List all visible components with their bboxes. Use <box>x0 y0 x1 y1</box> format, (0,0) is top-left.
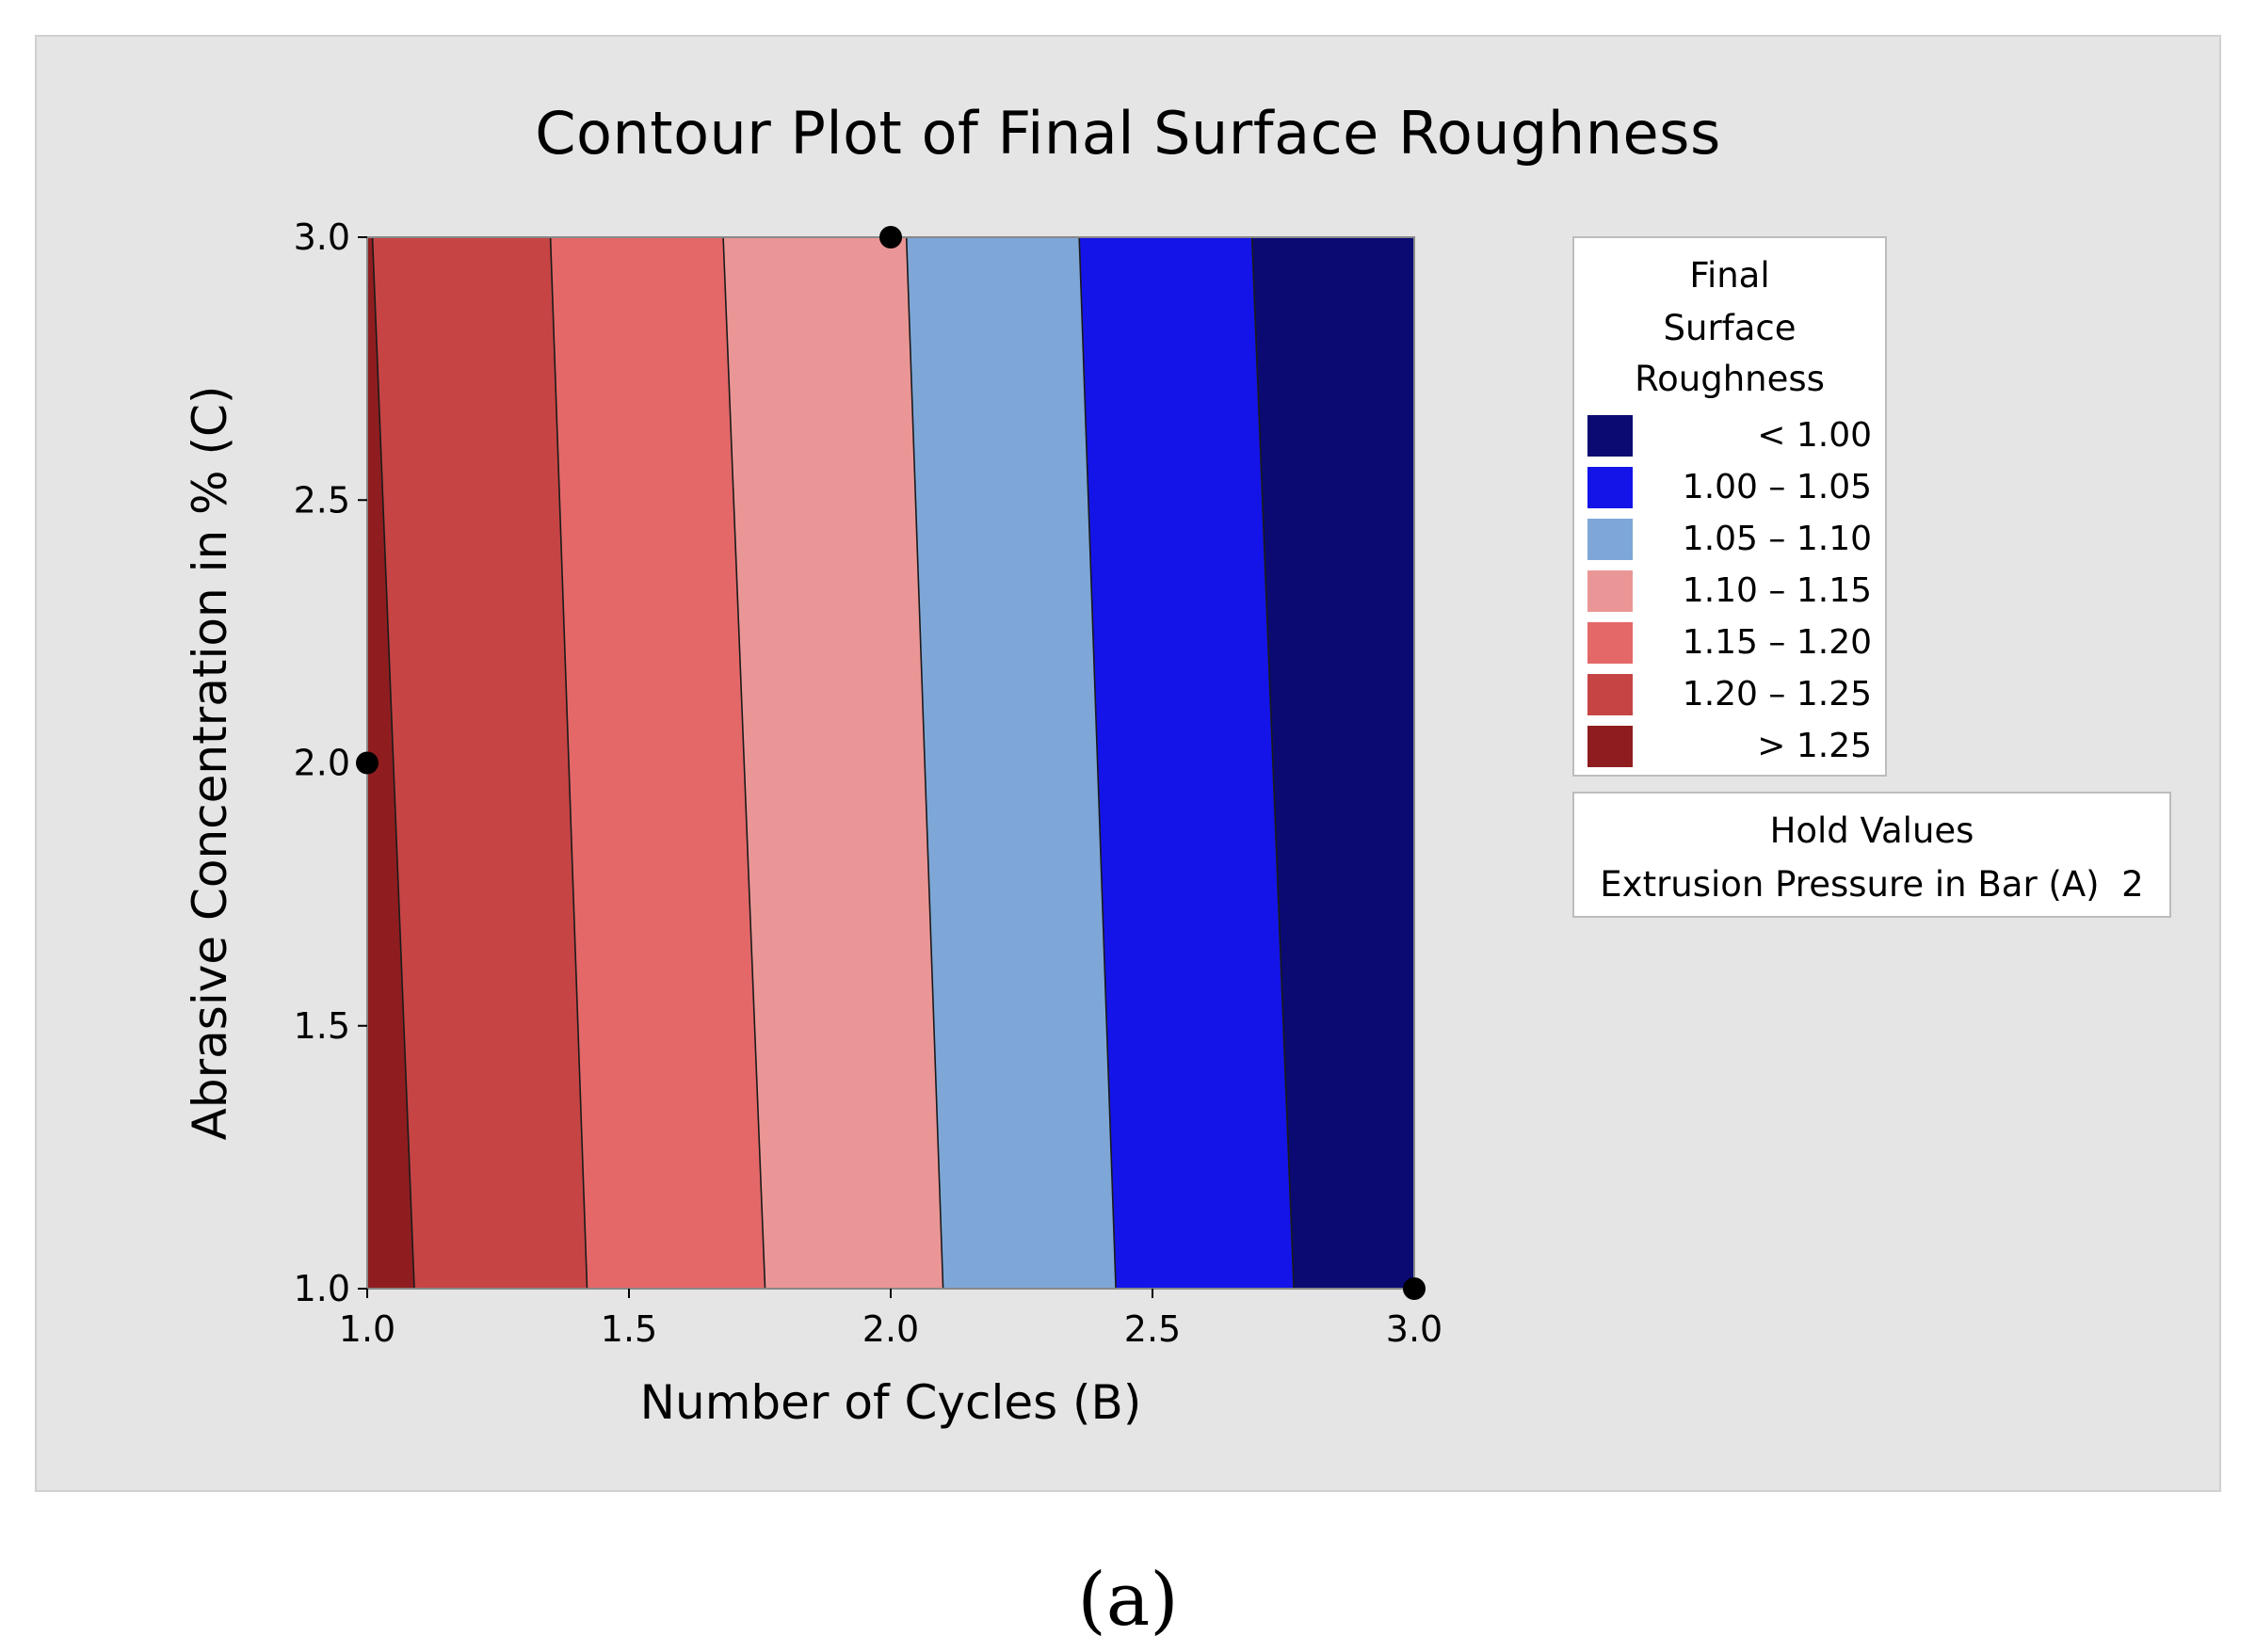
contour-line-1.25 <box>371 236 415 1290</box>
figure-caption: (a) <box>1077 1558 1179 1643</box>
hold-values-title: Hold Values <box>1769 810 1974 851</box>
legend-label: 1.10 – 1.15 <box>1682 571 1872 610</box>
legend: Final Surface Roughness < 1.00 1.00 – 1.0… <box>1572 236 1887 777</box>
legend-entry: 1.15 – 1.20 <box>1587 622 1872 664</box>
legend-label: > 1.25 <box>1757 727 1872 765</box>
hold-values-row: Extrusion Pressure in Bar (A) 2 <box>1574 864 2169 905</box>
design-point <box>1403 1277 1426 1300</box>
x-tick-label: 2.0 <box>862 1308 919 1350</box>
contour-line-1.05 <box>1078 236 1117 1290</box>
hold-values-label: Extrusion Pressure in Bar (A) <box>1600 864 2100 905</box>
chart-title: Contour Plot of Final Surface Roughness <box>535 99 1721 168</box>
legend-label: 1.15 – 1.20 <box>1682 623 1872 662</box>
design-point <box>879 226 902 249</box>
x-tick-label: 1.5 <box>601 1308 657 1350</box>
legend-label: < 1.00 <box>1757 416 1872 455</box>
legend-entry: 1.00 – 1.05 <box>1587 467 1872 508</box>
contour-line-1.10 <box>905 236 944 1290</box>
contour-region-1.20-1.25 <box>372 237 588 1289</box>
design-point <box>356 751 379 775</box>
contour-region-1.10-1.15 <box>723 237 943 1289</box>
legend-swatch <box>1587 415 1633 457</box>
y-tick-label: 2.0 <box>294 743 350 784</box>
legend-label: 1.05 – 1.10 <box>1682 520 1872 558</box>
y-tick-label: 2.5 <box>294 479 350 521</box>
legend-entry: 1.20 – 1.25 <box>1587 674 1872 715</box>
design-points <box>356 226 1426 1300</box>
legend-title-line-3: Roughness <box>1635 359 1825 399</box>
contour-line-1.00 <box>1250 236 1295 1290</box>
y-tick-label: 3.0 <box>294 217 350 258</box>
legend-swatch <box>1587 726 1633 767</box>
legend-title-line-1: Final <box>1689 255 1770 296</box>
contour-line-1.15 <box>722 236 766 1290</box>
legend-entry: < 1.00 <box>1587 415 1872 457</box>
hold-values-value: 2 <box>2121 864 2144 905</box>
legend-swatch <box>1587 519 1633 560</box>
contour-regions <box>367 237 1414 1289</box>
legend-entry: 1.10 – 1.15 <box>1587 570 1872 612</box>
contour-region-1.00-1.05 <box>1079 237 1295 1289</box>
contour-line-1.20 <box>549 236 588 1290</box>
y-tick-label: 1.5 <box>294 1005 350 1047</box>
legend-swatch <box>1587 622 1633 664</box>
contour-region-1.05-1.10 <box>906 237 1117 1289</box>
y-axis-ticks: 1.0 1.5 2.0 2.5 3.0 <box>294 217 367 1309</box>
x-tick-label: 3.0 <box>1386 1308 1442 1350</box>
x-tick-label: 1.0 <box>339 1308 395 1350</box>
legend-label: 1.00 – 1.05 <box>1682 468 1872 506</box>
legend-entry: > 1.25 <box>1587 726 1872 767</box>
contour-region-1.25 <box>367 237 415 1289</box>
legend-label: 1.20 – 1.25 <box>1682 675 1872 714</box>
legend-entry: 1.05 – 1.10 <box>1587 519 1872 560</box>
y-axis-title: Abrasive Concentration in % (C) <box>183 386 237 1141</box>
legend-swatch <box>1587 570 1633 612</box>
x-axis-ticks: 1.0 1.5 2.0 2.5 3.0 <box>339 1289 1442 1350</box>
legend-swatch <box>1587 467 1633 508</box>
contour-region-1.00 <box>1251 237 1414 1289</box>
hold-values-box: Hold Values Extrusion Pressure in Bar (A… <box>1572 792 2171 918</box>
y-tick-label: 1.0 <box>294 1268 350 1309</box>
legend-swatch <box>1587 674 1633 715</box>
contour-region-1.15-1.20 <box>550 237 765 1289</box>
x-axis-title: Number of Cycles (B) <box>640 1375 1142 1430</box>
legend-title-line-2: Surface <box>1663 308 1797 348</box>
contour-boundaries <box>371 236 1295 1290</box>
x-tick-label: 2.5 <box>1124 1308 1181 1350</box>
